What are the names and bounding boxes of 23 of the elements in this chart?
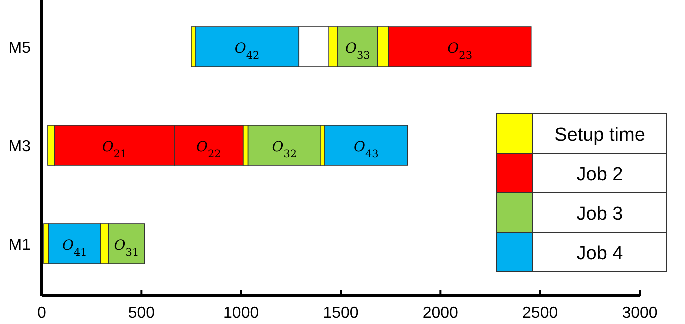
x-tick-label: 500 (128, 305, 156, 322)
x-tick-label: 1000 (224, 305, 260, 322)
annotation: O$_{42}$ (234, 41, 260, 62)
y-tick-label: M3 (8, 138, 32, 156)
annotation: O$_{41}$ (62, 238, 88, 259)
annotation: O$_{31}$ (114, 238, 140, 259)
x-tick-label: 1500 (323, 305, 359, 322)
legend-label: Job 2 (576, 164, 624, 186)
x-tick-label: 2500 (522, 305, 558, 322)
x-tick-label: 3000 (622, 305, 658, 322)
annotation: O$_{22}$ (196, 140, 222, 160)
annotation: O$_{21}$ (102, 140, 128, 160)
annotation: O$_{23}$ (448, 41, 473, 62)
annotation: O$_{32}$ (272, 140, 298, 160)
x-tick-label: 0 (38, 305, 47, 322)
annotation: O$_{43}$ (354, 140, 379, 160)
legend-label: Job 3 (576, 204, 624, 225)
x-tick-label: 2000 (422, 305, 459, 322)
annotation: O$_{33}$ (346, 41, 370, 62)
y-tick-label: M5 (8, 40, 32, 57)
legend-label: Job 4 (576, 243, 624, 264)
legend-label: Setup time (554, 124, 646, 146)
y-tick-label: M1 (8, 237, 32, 254)
